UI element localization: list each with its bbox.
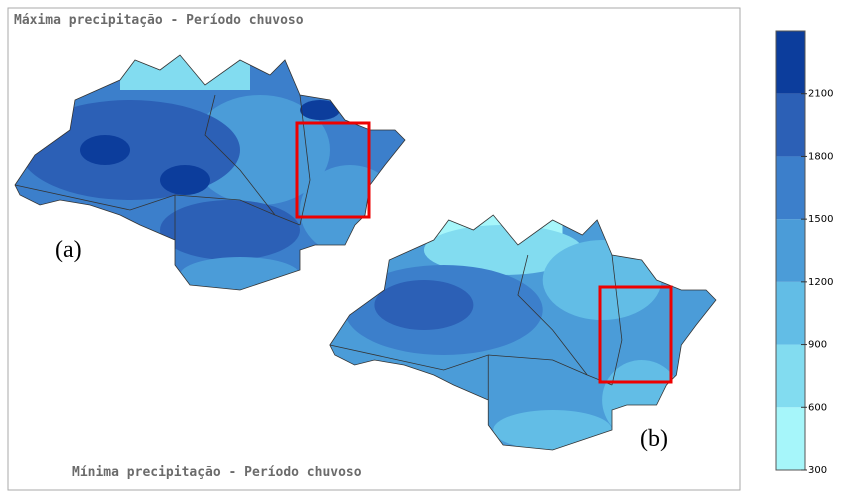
highlight-box <box>295 121 371 219</box>
colorbar-tick-label: 600 <box>808 402 827 413</box>
colorbar-frame <box>775 30 806 471</box>
map-frame <box>7 7 741 491</box>
colorbar-tick-label: 300 <box>808 465 827 476</box>
colorbar: 300 600 900 1200 1500 1800 2100 <box>775 30 833 476</box>
colorbar-tick-label: 1800 <box>808 151 833 162</box>
colorbar-tick-label: 2100 <box>808 89 833 100</box>
colorbar-band <box>776 156 805 220</box>
colorbar-band <box>776 281 805 345</box>
label-a: (a) <box>55 237 82 263</box>
bottom-title: Mínima precipitação - Período chuvoso <box>72 465 362 480</box>
colorbar-tick-label: 900 <box>808 340 827 351</box>
highlight-box <box>598 285 673 384</box>
colorbar-band <box>776 344 805 408</box>
colorbar-band <box>776 407 805 470</box>
colorbar-band <box>776 93 805 157</box>
top-title: Máxima precipitação - Período chuvoso <box>14 13 304 28</box>
colorbar-tick-label: 1200 <box>808 277 833 288</box>
colorbar-tick-label: 1500 <box>808 214 833 225</box>
label-b: (b) <box>640 426 668 452</box>
colorbar-band <box>776 31 805 94</box>
colorbar-band <box>776 219 805 282</box>
